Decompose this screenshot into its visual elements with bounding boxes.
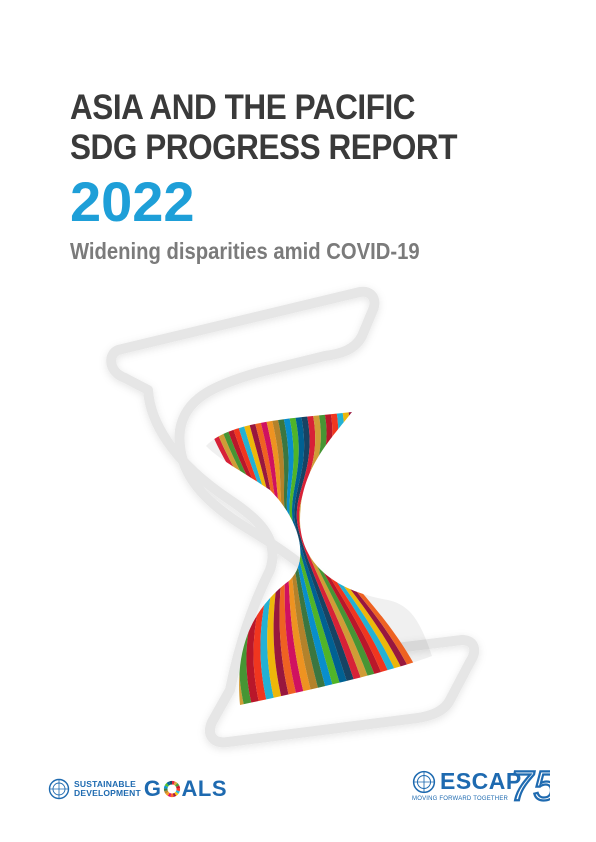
ribbon-stripe [291,412,359,705]
sdg-wheel-segment [171,780,175,785]
sdg-wheel-segment [165,791,170,796]
sdg-wheel-segment [167,792,171,797]
goals-wordmark: G ALS [144,776,227,802]
sdg-wheel-segment [174,783,179,787]
goals-letter-g: G [143,776,162,801]
report-title-line-2: SDG PROGRESS REPORT [70,128,458,167]
sdg-wheel-segment [163,788,168,792]
sdg-line-2: DEVELOPMENT [74,788,141,798]
sdg-wheel-segment [168,780,172,785]
ribbon-stripe [224,412,275,705]
sdg-wheel-segment [175,790,180,794]
escap-75-mark: 75 [510,761,550,808]
un-emblem-icon [412,770,436,794]
ribbon-stripe [230,412,280,705]
sdg-wheel-segment [173,791,178,796]
report-year: 2022 [70,170,195,233]
sdg-wheel-segment [170,793,174,798]
report-subtitle: Widening disparities amid COVID-19 [70,238,420,264]
report-title-line-1: ASIA AND THE PACIFIC [70,88,416,127]
hourglass-frame [106,286,480,748]
escap-tagline: MOVING FORWARD TOGETHER [412,796,509,802]
sdg-wheel-icon [163,780,180,798]
sdg-wheel-segment [172,792,176,797]
escap-logo: ESCAP MOVING FORWARD TOGETHER 75 [410,761,550,808]
sdg-wheel-segment [175,785,180,789]
sdg-wheel-segment [164,783,169,787]
sdg-wheel-segment [173,781,177,786]
sdg-wheel-segment [163,785,168,789]
title-block: ASIA AND THE PACIFIC SDG PROGRESS REPORT… [70,88,500,265]
sdg-logo: SUSTAINABLE DEVELOPMENT G ALS [48,776,227,802]
sdg-wheel-segment [166,781,170,786]
sdg-wheel-segment [175,788,180,792]
sdg-wordmark: SUSTAINABLE DEVELOPMENT [74,780,141,798]
sdg-wheel-segment [163,790,168,794]
un-emblem-icon [48,778,70,800]
ribbon-stripe [218,412,272,705]
escap-75-number: 75 [510,762,550,808]
sdg-line-1: SUSTAINABLE [74,779,137,789]
goals-letters: ALS [181,776,228,801]
escap-wordmark: ESCAP [440,768,522,794]
ribbon-stripe [266,412,328,705]
